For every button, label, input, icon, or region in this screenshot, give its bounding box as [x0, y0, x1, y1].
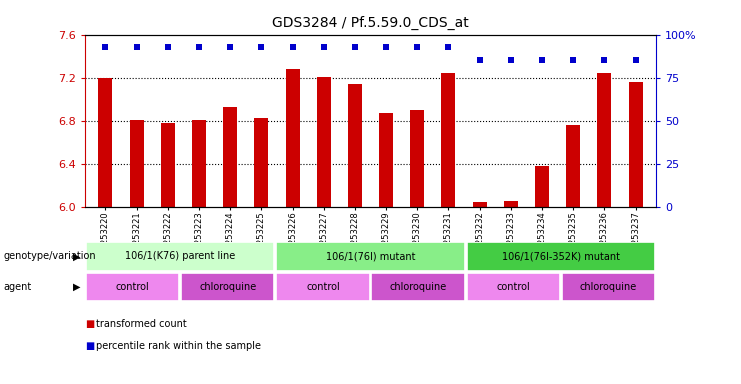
Bar — [182, 273, 274, 301]
Bar — [86, 273, 179, 301]
Point — [318, 44, 330, 50]
Point — [536, 58, 548, 64]
Text: GDS3284 / Pf.5.59.0_CDS_at: GDS3284 / Pf.5.59.0_CDS_at — [272, 15, 469, 30]
Point — [630, 58, 642, 64]
Point — [130, 44, 142, 50]
Text: 106/1(76I) mutant: 106/1(76I) mutant — [326, 251, 415, 262]
Point — [505, 58, 516, 64]
Point — [193, 44, 205, 50]
Bar — [379, 113, 393, 207]
Text: ▶: ▶ — [73, 282, 80, 292]
Text: ▶: ▶ — [73, 251, 80, 262]
Bar — [467, 273, 559, 301]
Point — [287, 44, 299, 50]
Text: transformed count: transformed count — [96, 319, 187, 329]
Text: 106/1(76I-352K) mutant: 106/1(76I-352K) mutant — [502, 251, 619, 262]
Bar — [535, 166, 549, 207]
Bar — [411, 110, 425, 207]
Bar — [223, 107, 237, 207]
Point — [99, 44, 111, 50]
Point — [349, 44, 361, 50]
Bar — [192, 120, 206, 207]
Point — [256, 44, 268, 50]
Bar — [86, 242, 274, 271]
Point — [442, 44, 454, 50]
Text: percentile rank within the sample: percentile rank within the sample — [96, 341, 262, 351]
Bar — [285, 69, 299, 207]
Text: control: control — [306, 282, 340, 292]
Bar — [316, 77, 330, 207]
Bar — [99, 78, 113, 207]
Bar — [130, 120, 144, 207]
Bar — [254, 118, 268, 207]
Point — [162, 44, 174, 50]
Point — [380, 44, 392, 50]
Text: chloroquine: chloroquine — [390, 282, 447, 292]
Text: chloroquine: chloroquine — [199, 282, 256, 292]
Point — [225, 44, 236, 50]
Text: control: control — [496, 282, 530, 292]
Point — [411, 44, 423, 50]
Bar — [348, 84, 362, 207]
Bar — [566, 125, 580, 207]
Point — [599, 58, 611, 64]
Bar — [276, 242, 465, 271]
Bar — [371, 273, 465, 301]
Text: agent: agent — [4, 282, 32, 292]
Bar — [442, 73, 456, 207]
Text: 106/1(K76) parent line: 106/1(K76) parent line — [125, 251, 236, 262]
Point — [567, 58, 579, 64]
Text: genotype/variation: genotype/variation — [4, 251, 96, 262]
Bar — [473, 202, 487, 207]
Bar — [161, 123, 175, 207]
Bar — [276, 273, 370, 301]
Text: ■: ■ — [85, 319, 94, 329]
Bar — [562, 273, 655, 301]
Text: ■: ■ — [85, 341, 94, 351]
Bar — [467, 242, 655, 271]
Point — [473, 58, 485, 64]
Text: control: control — [116, 282, 150, 292]
Bar — [504, 201, 518, 207]
Text: chloroquine: chloroquine — [579, 282, 637, 292]
Bar — [597, 73, 611, 207]
Bar — [628, 82, 642, 207]
